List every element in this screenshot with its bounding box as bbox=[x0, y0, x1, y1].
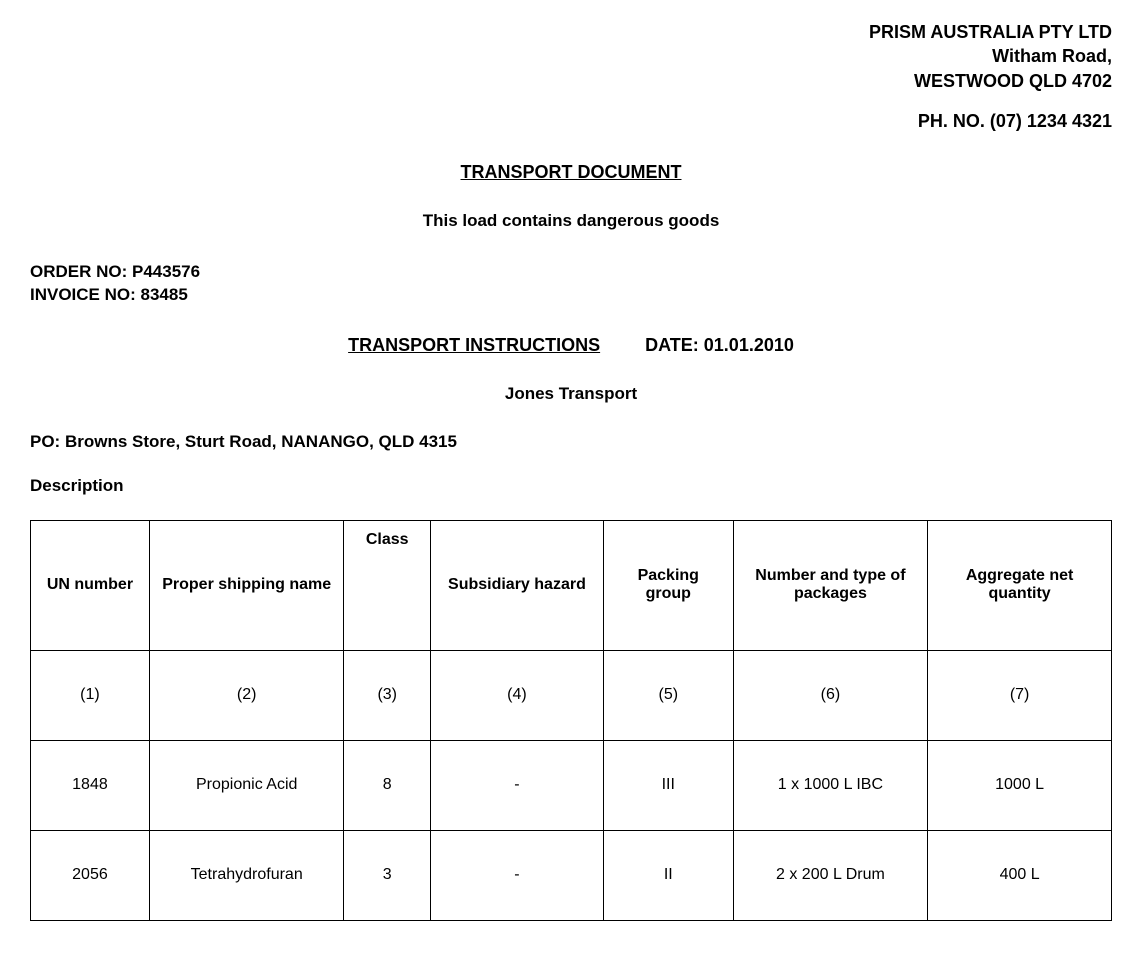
cell-aggregate-qty: 400 L bbox=[928, 830, 1112, 920]
cell-un-number: 1848 bbox=[31, 740, 150, 830]
index-cell: (1) bbox=[31, 650, 150, 740]
cell-shipping-name: Tetrahydrofuran bbox=[149, 830, 344, 920]
description-label: Description bbox=[30, 476, 1112, 496]
order-info: ORDER NO: P443576 INVOICE NO: 83485 bbox=[30, 261, 1112, 307]
cell-aggregate-qty: 1000 L bbox=[928, 740, 1112, 830]
po-address: PO: Browns Store, Sturt Road, NANANGO, Q… bbox=[30, 432, 1112, 452]
transport-instructions-label: TRANSPORT INSTRUCTIONS bbox=[348, 335, 600, 355]
company-street: Witham Road, bbox=[30, 44, 1112, 68]
index-cell: (4) bbox=[430, 650, 603, 740]
cell-un-number: 2056 bbox=[31, 830, 150, 920]
index-cell: (7) bbox=[928, 650, 1112, 740]
cell-subsidiary-hazard: - bbox=[430, 830, 603, 920]
index-cell: (3) bbox=[344, 650, 430, 740]
col-aggregate-qty: Aggregate net quantity bbox=[928, 520, 1112, 650]
transport-date: DATE: 01.01.2010 bbox=[645, 335, 794, 355]
col-shipping-name: Proper shipping name bbox=[149, 520, 344, 650]
index-cell: (5) bbox=[603, 650, 733, 740]
transport-instructions-row: TRANSPORT INSTRUCTIONS DATE: 01.01.2010 bbox=[30, 335, 1112, 356]
company-name: PRISM AUSTRALIA PTY LTD bbox=[30, 20, 1112, 44]
col-packing-group: Packing group bbox=[603, 520, 733, 650]
table-header-row: UN number Proper shipping name Class Sub… bbox=[31, 520, 1112, 650]
table-row: 1848 Propionic Acid 8 - III 1 x 1000 L I… bbox=[31, 740, 1112, 830]
col-packages: Number and type of packages bbox=[733, 520, 928, 650]
order-number: ORDER NO: P443576 bbox=[30, 261, 1112, 284]
transporter-name: Jones Transport bbox=[30, 384, 1112, 404]
cell-shipping-name: Propionic Acid bbox=[149, 740, 344, 830]
company-header: PRISM AUSTRALIA PTY LTD Witham Road, WES… bbox=[30, 20, 1112, 93]
col-class: Class bbox=[344, 520, 430, 650]
company-city: WESTWOOD QLD 4702 bbox=[30, 69, 1112, 93]
index-cell: (2) bbox=[149, 650, 344, 740]
cell-packing-group: II bbox=[603, 830, 733, 920]
document-title: TRANSPORT DOCUMENT bbox=[30, 162, 1112, 183]
company-phone: PH. NO. (07) 1234 4321 bbox=[30, 111, 1112, 132]
cell-packages: 2 x 200 L Drum bbox=[733, 830, 928, 920]
col-subsidiary-hazard: Subsidiary hazard bbox=[430, 520, 603, 650]
cell-class: 8 bbox=[344, 740, 430, 830]
cell-subsidiary-hazard: - bbox=[430, 740, 603, 830]
cell-class: 3 bbox=[344, 830, 430, 920]
invoice-number: INVOICE NO: 83485 bbox=[30, 284, 1112, 307]
table-row: 2056 Tetrahydrofuran 3 - II 2 x 200 L Dr… bbox=[31, 830, 1112, 920]
document-subtitle: This load contains dangerous goods bbox=[30, 211, 1112, 231]
cell-packages: 1 x 1000 L IBC bbox=[733, 740, 928, 830]
index-cell: (6) bbox=[733, 650, 928, 740]
goods-table: UN number Proper shipping name Class Sub… bbox=[30, 520, 1112, 921]
cell-packing-group: III bbox=[603, 740, 733, 830]
col-un-number: UN number bbox=[31, 520, 150, 650]
table-index-row: (1) (2) (3) (4) (5) (6) (7) bbox=[31, 650, 1112, 740]
